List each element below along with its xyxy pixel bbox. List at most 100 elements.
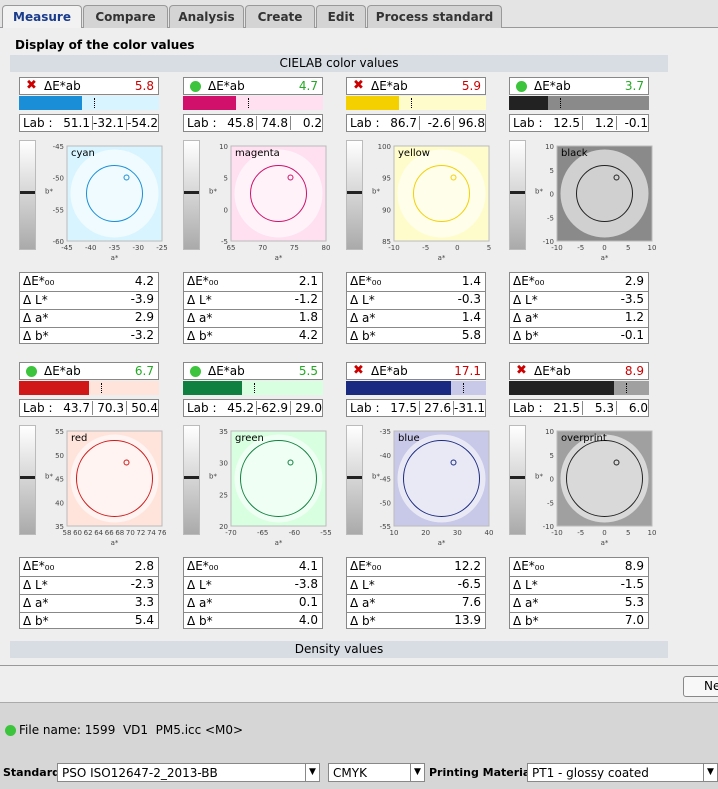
patch-name: green [235,433,264,444]
y-tick-label: 0 [550,191,554,199]
stat-value: 5.3 [624,595,644,609]
x-axis-label: a* [601,539,609,547]
y-axis-label: b* [535,188,543,196]
button[interactable]: Ne [683,676,718,697]
y-tick-label: 25 [219,491,228,499]
slider [509,425,526,535]
x-tick-label: 60 [73,529,82,537]
x-tick-label: 5 [626,529,630,537]
dropdown-arrow: ▼ [703,764,717,781]
slider [19,425,36,535]
bar-marker [253,383,255,393]
mode: <M0> [205,723,244,737]
tab[interactable]: Create [245,5,315,28]
tab[interactable]: Measure [2,5,82,28]
y-tick-label: -55 [380,523,391,531]
y-tick-label: -55 [53,206,64,214]
x-axis-label: a* [111,254,119,262]
lab-value: 45.2 [227,401,254,415]
y-tick-label: 95 [382,175,391,183]
stat-value: 13.9 [454,613,481,627]
tab[interactable]: Process standard [367,5,502,28]
lab-value: 29.0 [290,401,322,415]
ok-icon [26,366,37,377]
x-tick-label: -70 [225,529,236,537]
slider [509,140,526,250]
y-tick-label: 40 [55,499,64,507]
target-circle [403,440,480,517]
tab[interactable]: Compare [83,5,168,28]
y-tick-label: -10 [543,523,554,531]
ok-icon [190,366,201,377]
measured-point [123,174,130,181]
ok-icon [516,81,527,92]
y-tick-label: 10 [219,143,228,151]
ab-plot: green -70 -65 -60 -55 35 30 25 20 a* b* [209,428,332,547]
dropdown[interactable]: PT1 - glossy coated ▼ [527,763,718,782]
stat-value: 4.2 [298,328,318,342]
stat-value: 1.2 [624,310,644,324]
stat-label: Δ a* [20,309,158,327]
de-header: ✖ ΔE*ab 5.9 [346,77,486,95]
patch-name: black [561,148,588,159]
fail-icon: ✖ [353,78,364,93]
de-value: 3.7 [624,79,644,93]
lab-row: Lab : 45.2 -62.9 29.0 [183,399,323,417]
stat-value: 5.8 [461,328,481,342]
bar-marker [411,98,413,108]
x-tick-label: 62 [84,529,93,537]
y-tick-label: 5 [224,175,228,183]
stat-value: 1.8 [298,310,318,324]
lab-value: 12.5 [553,116,580,130]
x-tick-label: 64 [94,529,103,537]
de-header: ΔE*ab 5.5 [183,362,323,380]
slider [346,425,363,535]
lab-value: -62.9 [256,401,289,415]
stat-value: -3.2 [130,328,154,342]
stat-label: Δ L* [20,576,158,594]
x-tick-label: 66 [105,529,114,537]
y-tick-label: 30 [219,460,228,468]
lab-value: -2.6 [419,116,451,130]
lab-value: 27.6 [419,401,451,415]
slider-knob [184,476,199,479]
bar-fill [509,96,549,110]
dropdown[interactable]: PSO ISO12647-2_2013-BB ▼ [57,763,320,782]
x-tick-label: -30 [133,244,144,252]
ab-plot: red 58 60 62 64 66 68 70 72 74 76 55 50 45 40 35 a* b* [45,428,167,547]
de-value: 5.5 [298,364,318,378]
stat-value: 2.1 [298,274,318,288]
bar-marker [101,383,102,393]
stat-value: -6.5 [457,577,481,591]
lab-value: 21.5 [553,401,580,415]
x-tick-label: 58 [63,529,72,537]
y-tick-label: -10 [543,238,554,246]
measured-point [450,174,457,181]
slider-knob [510,191,525,194]
de-value: 4.7 [298,79,318,93]
patch-name: blue [398,433,420,444]
x-tick-label: 74 [147,529,156,537]
de-value: 17.1 [454,364,481,378]
divider [0,665,718,666]
tab[interactable]: Analysis [169,5,244,28]
tab[interactable]: Edit [316,5,366,28]
target-circle [240,440,317,517]
stats-table: ΔE*₀₀ 12.2 Δ L* -6.5 Δ a* 7.6 Δ b* 13.9 [346,557,486,629]
lab-value: 0.2 [290,116,322,130]
patch-name: cyan [71,148,95,159]
dropdown[interactable]: CMYK ▼ [328,763,425,782]
x-tick-label: 80 [322,244,331,252]
stat-value: 8.9 [624,559,644,573]
x-tick-label: -45 [61,244,72,252]
de-label: ΔE*ab [44,364,81,378]
stat-label: Δ L* [347,576,485,594]
y-tick-label: 45 [55,476,64,484]
stat-label: Δ a* [510,309,648,327]
tolerance-area [560,149,649,238]
lab-value: -54.2 [126,116,159,130]
stat-value: 5.4 [134,613,154,627]
de-header: ✖ ΔE*ab 5.8 [19,77,159,95]
slider-knob [184,191,199,194]
x-tick-label: 68 [115,529,124,537]
